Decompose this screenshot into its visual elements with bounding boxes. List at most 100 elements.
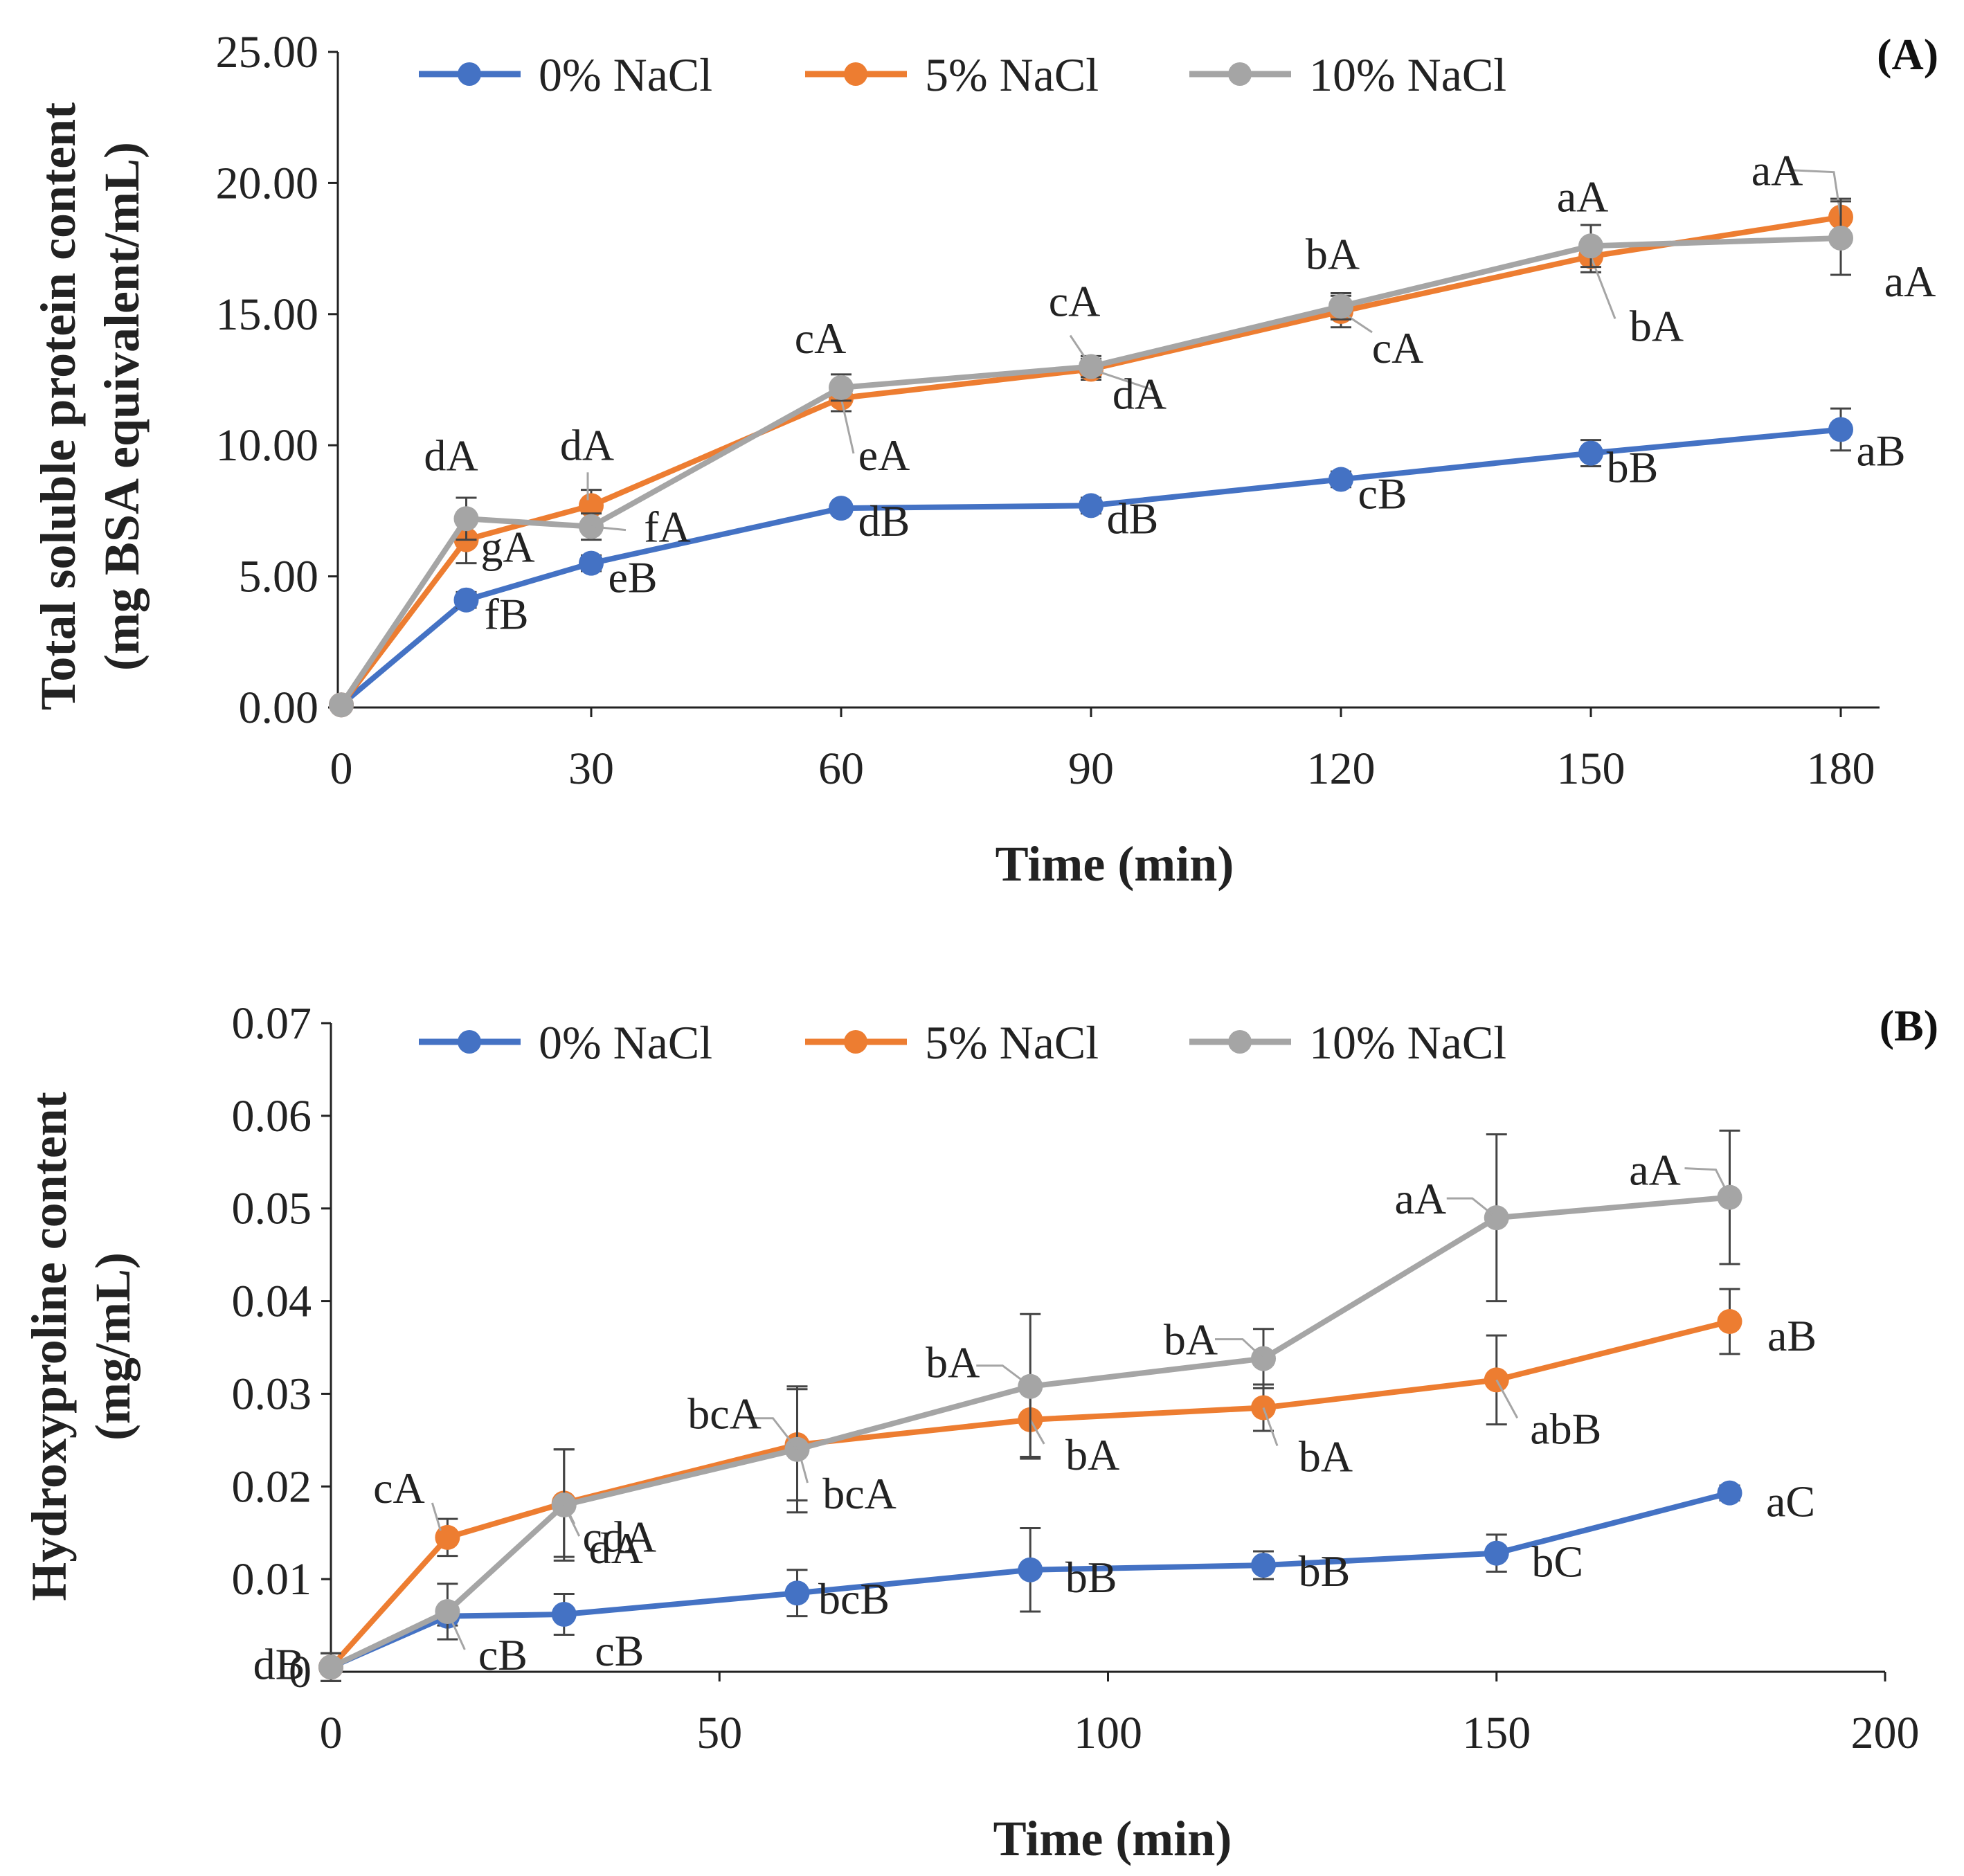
panel-b-data-point-0 (1018, 1557, 1043, 1582)
panel-a: (A) Total soluble protein content (mg BS… (30, 27, 1938, 892)
panel-a-significance-label: aA (1557, 172, 1609, 221)
panel-b-legend-item-1: 5% NaCl (805, 1016, 1099, 1069)
panel-a-significance-label: gA (480, 523, 534, 572)
panel-a-significance-label: dA (560, 420, 614, 469)
panel-a-x-tick-label: 90 (1068, 743, 1114, 794)
panel-a-y-axis-title: Total soluble protein content (mg BSA eq… (30, 102, 150, 710)
panel-a-significance-label: dA (424, 431, 478, 480)
panel-b-data-point-0 (1717, 1480, 1742, 1506)
panel-a-legend-swatch-marker-0 (458, 62, 481, 86)
panel-b-x-tick-label: 150 (1462, 1708, 1531, 1758)
panel-b-significance-label: dA (589, 1524, 643, 1573)
panel-b-label-leader (563, 1504, 581, 1537)
panel-b-legend-swatch-marker-0 (458, 1030, 481, 1054)
panel-a-y-tick-label: 0.00 (239, 683, 319, 733)
panel-a-x-tick-label: 120 (1307, 743, 1376, 794)
panel-b-series-line-0 (330, 1490, 1731, 1670)
panel-b-significance-label: bcA (822, 1469, 897, 1518)
panel-b-x-tick-label: 100 (1074, 1708, 1142, 1758)
panel-b-significance-label: cB (595, 1626, 644, 1675)
panel-a-series-line-2 (339, 235, 1841, 707)
panel-a-data-point-0 (1828, 417, 1853, 442)
panel-b: (B) Hydroxyproline content (mg/mL) Time … (21, 998, 1938, 1866)
panel-b-label-leader (1495, 1379, 1519, 1419)
panel-b-significance-label: aA (1394, 1174, 1446, 1223)
panel-b-series-1: cA cdA bcA bA bA abB aB (318, 1288, 1817, 1682)
panel-a-x-tick-label: 60 (818, 743, 864, 794)
panel-a-label-leader (840, 397, 855, 454)
panel-a-significance-label: dB (858, 496, 910, 545)
panel-b-significance-label: aB (1767, 1311, 1817, 1360)
panel-b-legend-swatch-marker-2 (1228, 1030, 1252, 1054)
panel-b-significance-label: aC (1766, 1477, 1815, 1526)
panel-a-label: (A) (1877, 30, 1938, 79)
panel-a-significance-label: cA (1049, 277, 1101, 326)
panel-a-label-leader (1589, 255, 1616, 320)
panel-a-significance-label: aB (1856, 426, 1905, 475)
panel-a-y-tick-label: 5.00 (239, 552, 319, 602)
panel-a-series-line-1 (339, 214, 1841, 707)
panel-b-data-point-0 (1484, 1540, 1509, 1566)
panel-b-significance-label: abB (1530, 1404, 1601, 1453)
panel-b-y-tick-label: 0.07 (232, 998, 312, 1049)
panel-a-legend-item-2: 10% NaCl (1189, 48, 1506, 101)
panel-b-y-tick-label: 0.02 (232, 1461, 312, 1512)
panel-b-label-leader (1262, 1407, 1279, 1447)
panel-a-significance-label: cB (1358, 469, 1407, 518)
panel-a-legend-swatch-marker-1 (844, 62, 867, 86)
panel-b-y-axis-title-line-2: (mg/mL) (85, 1252, 141, 1441)
panel-a-data-point-2 (1578, 233, 1603, 259)
panel-a-significance-label: cA (1372, 323, 1424, 372)
panel-a-significance-label: aA (1751, 146, 1803, 195)
panel-b-y-tick-label: 0.03 (232, 1369, 312, 1419)
panel-b-x-tick-label: 0 (320, 1708, 343, 1758)
panel-b-significance-label: bcA (687, 1389, 762, 1438)
panel-b-series-0: cB bcB bB bB bC aC (318, 1477, 1815, 1682)
panel-b-x-tick-label: 200 (1851, 1708, 1920, 1758)
panel-a-data-point-2 (329, 692, 354, 718)
panel-b-significance-label: aA (1629, 1146, 1681, 1195)
panel-a-data-point-0 (579, 550, 604, 576)
panel-b-label-leader (431, 1502, 442, 1531)
panel-a-significance-label: dA (1112, 369, 1166, 418)
panel-b-data-point-0 (1251, 1553, 1276, 1578)
panel-a-label-leader (1069, 334, 1092, 368)
panel-a-series-line-0 (339, 426, 1841, 707)
panel-a-significance-label: bA (1306, 229, 1360, 278)
panel-a-data-point-0 (1328, 467, 1353, 492)
panel-b-label-leader (976, 1364, 1031, 1387)
panel-b-label-leader (747, 1417, 798, 1450)
panel-a-significance-label: aA (1884, 257, 1936, 306)
panel-b-series-line-2 (330, 1194, 1730, 1670)
panel-a-data-point-0 (1578, 440, 1603, 466)
panel-b-label-leader (1215, 1338, 1265, 1360)
panel-b-legend-label-1: 5% NaCl (925, 1016, 1099, 1069)
panel-b-significance-label: bA (1065, 1430, 1119, 1479)
panel-a-significance-label: fB (485, 590, 529, 639)
panel-b-legend-swatch-marker-1 (844, 1030, 867, 1054)
panel-a-significance-label: eA (858, 431, 910, 480)
panel-b-significance-label: bC (1531, 1537, 1583, 1587)
panel-b-significance-label: bA (1164, 1315, 1218, 1364)
panel-a-significance-label: cA (795, 314, 847, 363)
panel-b-significance-label: bB (1065, 1553, 1117, 1602)
panel-a-legend-label-1: 5% NaCl (925, 48, 1099, 101)
panel-a-label-leader (591, 525, 627, 532)
panel-a-data-point-2 (453, 506, 479, 532)
panel-a-y-tick-label: 25.00 (216, 27, 319, 78)
panel-b-label: (B) (1880, 1001, 1938, 1050)
panel-b-x-axis-title: Time (min) (993, 1811, 1232, 1866)
panel-a-data-point-2 (829, 375, 854, 400)
panel-a-x-axis-title: Time (min) (995, 836, 1234, 892)
panel-a-x-tick-label: 0 (330, 743, 353, 794)
panel-b-legend-item-2: 10% NaCl (1189, 1016, 1506, 1069)
panel-a-significance-label: eB (608, 553, 657, 602)
panel-b-significance-label: dB (253, 1639, 305, 1688)
panel-b-plot: 0 0.01 0.02 0.03 0.04 0.05 0.06 0.07 0 50 100 150 20… (232, 998, 1920, 1758)
panel-a-data-point-1 (579, 493, 604, 518)
panel-a-data-point-0 (829, 496, 854, 521)
panel-a-legend-swatch-marker-2 (1228, 62, 1252, 86)
panel-b-y-tick-label: 0.04 (232, 1277, 312, 1327)
panel-b-x-tick-label: 50 (696, 1708, 742, 1758)
